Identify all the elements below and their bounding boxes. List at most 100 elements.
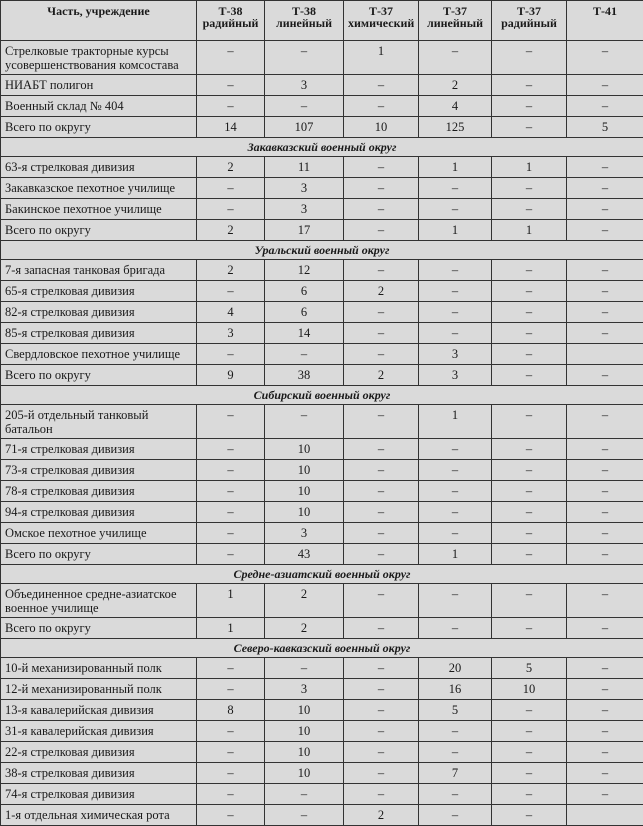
- value-cell: 10: [265, 481, 344, 502]
- unit-name-cell: Свердловское пехотное училище: [1, 344, 197, 365]
- value-cell: –: [419, 805, 492, 826]
- table-row: 78-я стрелковая дивизия–10––––: [1, 481, 643, 502]
- unit-name-cell: 38-я стрелковая дивизия: [1, 763, 197, 784]
- value-cell: –: [344, 742, 419, 763]
- value-cell: –: [567, 742, 643, 763]
- value-cell: –: [567, 157, 643, 178]
- table-row: 31-я кавалерийская дивизия–10––––: [1, 721, 643, 742]
- value-cell: –: [419, 199, 492, 220]
- value-cell: –: [344, 75, 419, 96]
- value-cell: –: [567, 460, 643, 481]
- value-cell: –: [344, 584, 419, 618]
- unit-name-cell: 10-й механизированный полк: [1, 658, 197, 679]
- value-cell: –: [197, 178, 265, 199]
- value-cell: –: [344, 721, 419, 742]
- value-cell: 3: [265, 523, 344, 544]
- unit-name-cell: 205-й отдельный танковый батальон: [1, 405, 197, 439]
- unit-name-cell: Стрелковые тракторные курсы усовершенств…: [1, 41, 197, 75]
- value-cell: –: [567, 721, 643, 742]
- value-cell: –: [344, 618, 419, 639]
- value-cell: –: [344, 178, 419, 199]
- value-cell: 11: [265, 157, 344, 178]
- value-cell: –: [419, 281, 492, 302]
- value-cell: –: [344, 544, 419, 565]
- value-cell: –: [492, 584, 567, 618]
- table-row: Омское пехотное училище–3––––: [1, 523, 643, 544]
- value-cell: 1: [492, 220, 567, 241]
- section-header-row: Сибирский военный округ: [1, 386, 643, 405]
- value-cell: –: [492, 344, 567, 365]
- value-cell: 1: [419, 544, 492, 565]
- value-cell: –: [197, 742, 265, 763]
- value-cell: 2: [265, 618, 344, 639]
- value-cell: 17: [265, 220, 344, 241]
- table-row: Военный склад № 404–––4––: [1, 96, 643, 117]
- value-cell: –: [197, 460, 265, 481]
- value-cell: 3: [265, 75, 344, 96]
- value-cell: –: [492, 75, 567, 96]
- value-cell: 5: [492, 658, 567, 679]
- value-cell: –: [344, 460, 419, 481]
- value-cell: 14: [197, 117, 265, 138]
- value-cell: 1: [419, 405, 492, 439]
- value-cell: –: [567, 544, 643, 565]
- value-cell: –: [567, 502, 643, 523]
- value-cell: 9: [197, 365, 265, 386]
- value-cell: –: [344, 700, 419, 721]
- value-cell: –: [567, 679, 643, 700]
- unit-name-cell: 7-я запасная танковая бригада: [1, 260, 197, 281]
- value-cell: 1: [344, 41, 419, 75]
- unit-name-cell: Всего по округу: [1, 117, 197, 138]
- value-cell: 3: [265, 679, 344, 700]
- value-cell: 4: [419, 96, 492, 117]
- value-cell: –: [567, 700, 643, 721]
- table-row: 71-я стрелковая дивизия–10––––: [1, 439, 643, 460]
- value-cell: –: [344, 763, 419, 784]
- value-cell: 107: [265, 117, 344, 138]
- value-cell: –: [567, 199, 643, 220]
- value-cell: –: [492, 742, 567, 763]
- value-cell: –: [492, 117, 567, 138]
- value-cell: –: [567, 323, 643, 344]
- value-cell: –: [567, 96, 643, 117]
- unit-name-cell: 71-я стрелковая дивизия: [1, 439, 197, 460]
- unit-name-cell: Всего по округу: [1, 618, 197, 639]
- value-cell: –: [567, 41, 643, 75]
- value-cell: –: [492, 178, 567, 199]
- table-row: 1-я отдельная химическая рота––2––: [1, 805, 643, 826]
- unit-name-cell: 1-я отдельная химическая рота: [1, 805, 197, 826]
- value-cell: –: [265, 405, 344, 439]
- value-cell: 3: [265, 178, 344, 199]
- unit-name-cell: Объединенное средне-азиатское военное уч…: [1, 584, 197, 618]
- unit-name-cell: 65-я стрелковая дивизия: [1, 281, 197, 302]
- value-cell: –: [567, 281, 643, 302]
- value-cell: –: [567, 439, 643, 460]
- value-cell: –: [197, 405, 265, 439]
- value-cell: –: [567, 260, 643, 281]
- value-cell: –: [197, 523, 265, 544]
- unit-name-cell: Всего по округу: [1, 544, 197, 565]
- value-cell: –: [419, 323, 492, 344]
- value-cell: –: [567, 784, 643, 805]
- value-cell: 10: [492, 679, 567, 700]
- value-cell: –: [197, 481, 265, 502]
- value-cell: 2: [344, 805, 419, 826]
- value-cell: –: [265, 658, 344, 679]
- unit-name-cell: Омское пехотное училище: [1, 523, 197, 544]
- section-header-row: Северо-кавказский военный округ: [1, 639, 643, 658]
- value-cell: –: [197, 281, 265, 302]
- district-title: Закавказский военный округ: [1, 138, 643, 157]
- value-cell: –: [419, 460, 492, 481]
- value-cell: –: [197, 344, 265, 365]
- value-cell: –: [492, 805, 567, 826]
- value-cell: 3: [197, 323, 265, 344]
- value-cell: –: [492, 439, 567, 460]
- value-cell: 2: [197, 157, 265, 178]
